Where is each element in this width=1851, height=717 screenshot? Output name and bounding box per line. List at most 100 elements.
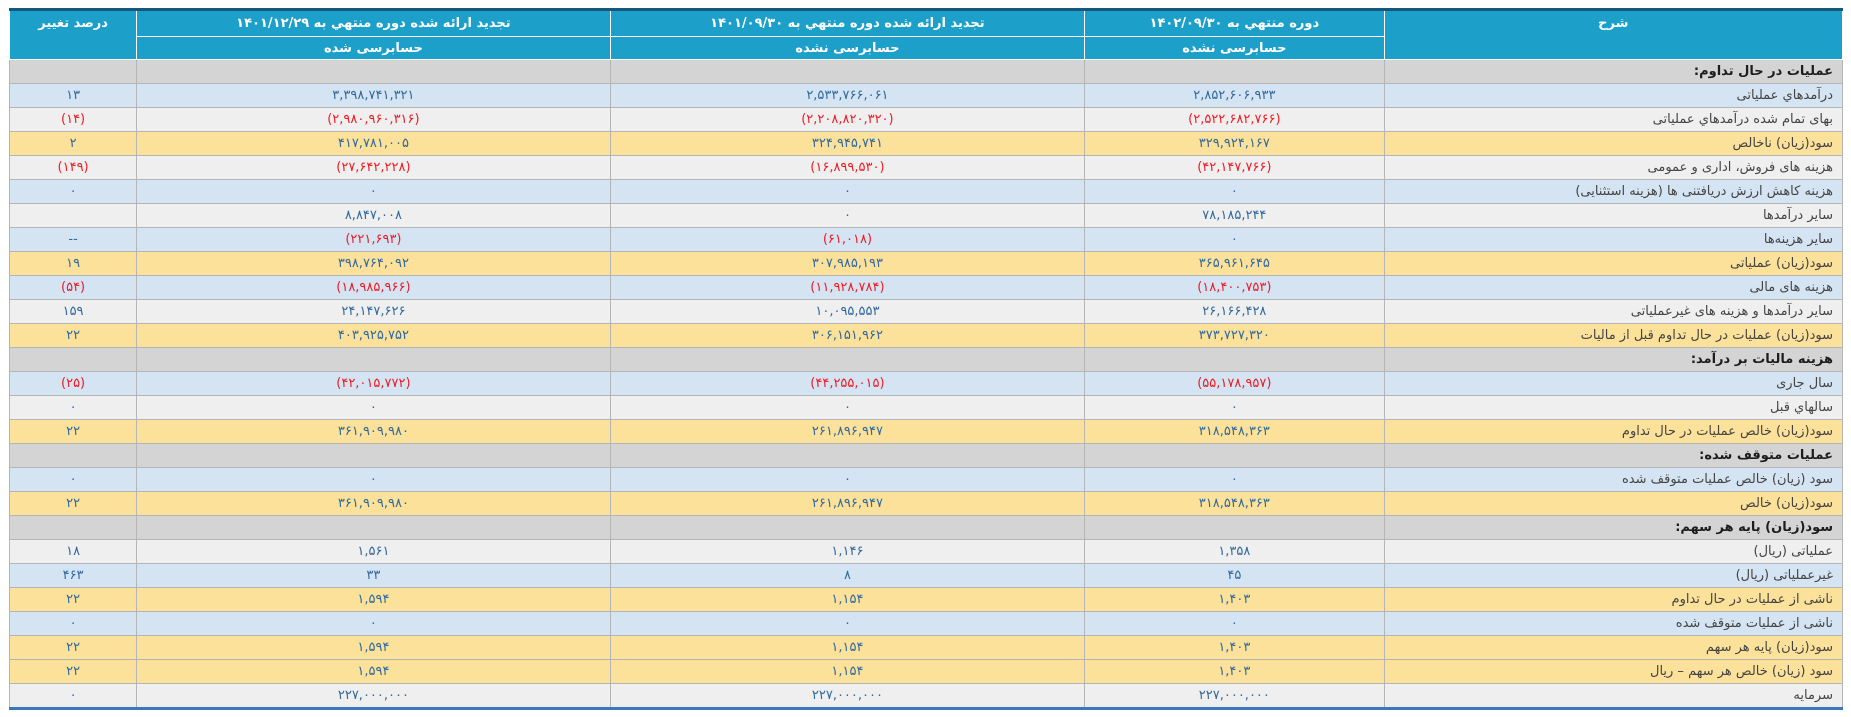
value-cell-period-1401-09-30: ۳۰۶,۱۵۱,۹۶۲ [609,323,1086,348]
table-row: سال جاری (۵۵,۱۷۸,۹۵۷) (۴۴,۲۵۵,۰۱۵) (۴۲,۰۱۵,… [8,371,1843,396]
table-row: ناشی از عملیات در حال تداوم ۱,۴۰۳ ۱,۱۵۴ ۱,۵… [8,587,1843,612]
value-cell-period-1401-09-30: ۲۶۱,۸۹۶,۹۴۷ [609,419,1086,444]
header-period-1402-09-30: دوره منتهي به ۱۴۰۲/۰۹/۳۰ [1084,9,1385,37]
row-label-cell: هزینه کاهش ارزش دریافتنی ها (هزینه استثن… [1383,179,1843,204]
header-description: شرح [1383,9,1843,60]
value-cell-period-1401-12-29: (۲۷,۶۴۲,۲۲۸) [136,155,611,180]
percent-change-cell: ۰ [8,683,138,709]
value-cell-period-1401-09-30 [609,347,1086,372]
value-cell-period-1402-09-30: ۳۱۸,۵۴۸,۳۶۳ [1084,419,1385,444]
table-row: هزینه های مالی (۱۸,۴۰۰,۷۵۳) (۱۱,۹۲۸,۷۸۴) (۱… [8,275,1843,300]
value-cell-period-1401-12-29: ۲۴,۱۴۷,۶۲۶ [136,299,611,324]
row-label-cell: عملیاتی (ریال) [1383,539,1843,564]
section-label-cell: هزینه مالیات بر درآمد: [1383,347,1843,372]
value-cell-period-1401-12-29: ۰ [136,467,611,492]
percent-change-cell: ۲۲ [8,635,138,660]
table-row: سود(زیان) خالص عملیات در حال تداوم ۳۱۸,۵۴… [8,419,1843,444]
value-cell-period-1401-09-30 [609,59,1086,84]
table-row: سود(زیان) پایه هر سهم ۱,۴۰۳ ۱,۱۵۴ ۱,۵۹۴ ۲۲ [8,635,1843,660]
row-label-cell: هزینه های مالی [1383,275,1843,300]
value-cell-period-1401-09-30: (۴۴,۲۵۵,۰۱۵) [609,371,1086,396]
value-cell-period-1402-09-30: ۳۶۵,۹۶۱,۶۴۵ [1084,251,1385,276]
value-cell-period-1401-09-30: (۱۱,۹۲۸,۷۸۴) [609,275,1086,300]
table-row: غیرعملیاتی (ریال) ۴۵ ۸ ۳۳ ۴۶۳ [8,563,1843,588]
row-label-cell: سود(زیان) پایه هر سهم [1383,635,1843,660]
table-row: سود(زیان) عملیات در حال تداوم قبل از مال… [8,323,1843,348]
value-cell-period-1402-09-30: ۳۷۳,۷۲۷,۳۲۰ [1084,323,1385,348]
percent-change-cell: ۱۳ [8,83,138,108]
percent-change-cell: ۴۶۳ [8,563,138,588]
value-cell-period-1401-12-29: ۳۳ [136,563,611,588]
value-cell-period-1401-09-30: ۱,۱۵۴ [609,659,1086,684]
row-label-cell: سایر درآمدها و هزینه های غیرعملیاتی [1383,299,1843,324]
value-cell-period-1401-09-30: ۳۰۷,۹۸۵,۱۹۳ [609,251,1086,276]
percent-change-cell: (۱۴) [8,107,138,132]
percent-change-cell: ۰ [8,179,138,204]
row-label-cell: ناشی از عملیات متوقف شده [1383,611,1843,636]
percent-change-cell [8,203,138,228]
value-cell-period-1401-09-30: ۰ [609,467,1086,492]
value-cell-period-1402-09-30: ۱,۴۰۳ [1084,659,1385,684]
table-header: شرح دوره منتهي به ۱۴۰۲/۰۹/۳۰ تجدید ارائه… [8,9,1843,60]
value-cell-period-1402-09-30: (۱۸,۴۰۰,۷۵۳) [1084,275,1385,300]
value-cell-period-1402-09-30: ۳۲۹,۹۲۴,۱۶۷ [1084,131,1385,156]
value-cell-period-1401-12-29: (۲,۹۸۰,۹۶۰,۳۱۶) [136,107,611,132]
value-cell-period-1402-09-30: ۱,۳۵۸ [1084,539,1385,564]
table-row: درآمدهاي عملیاتی ۲,۸۵۲,۶۰۶,۹۳۳ ۲,۵۳۳,۷۶۶,۰… [8,83,1843,108]
percent-change-cell: ۱۹ [8,251,138,276]
table-row: سرمایه ۲۲۷,۰۰۰,۰۰۰ ۲۲۷,۰۰۰,۰۰۰ ۲۲۷,۰۰۰,۰۰۰ ۰ [8,683,1843,709]
value-cell-period-1401-09-30: ۲۶۱,۸۹۶,۹۴۷ [609,491,1086,516]
header-row-periods: شرح دوره منتهي به ۱۴۰۲/۰۹/۳۰ تجدید ارائه… [8,9,1843,60]
table-row: عملیاتی (ریال) ۱,۳۵۸ ۱,۱۴۶ ۱,۵۶۱ ۱۸ [8,539,1843,564]
percent-change-cell [8,347,138,372]
value-cell-period-1401-12-29: ۱,۵۹۴ [136,659,611,684]
value-cell-period-1401-09-30: ۱,۱۵۴ [609,587,1086,612]
value-cell-period-1401-09-30: ۳۲۴,۹۴۵,۷۴۱ [609,131,1086,156]
row-label-cell: سایر هزینه‌ها [1383,227,1843,252]
table-row: ناشی از عملیات متوقف شده ۰ ۰ ۰ ۰ [8,611,1843,636]
value-cell-period-1402-09-30: ۳۱۸,۵۴۸,۳۶۳ [1084,491,1385,516]
value-cell-period-1401-12-29: ۰ [136,395,611,420]
value-cell-period-1402-09-30: ۲,۸۵۲,۶۰۶,۹۳۳ [1084,83,1385,108]
table-row: سایر هزینه‌ها ۰ (۶۱,۰۱۸) (۲۲۱,۶۹۳) -- [8,227,1843,252]
value-cell-period-1401-12-29: ۴۱۷,۷۸۱,۰۰۵ [136,131,611,156]
value-cell-period-1402-09-30: ۱,۴۰۳ [1084,587,1385,612]
percent-change-cell: ۲ [8,131,138,156]
table-row: سایر درآمدها و هزینه های غیرعملیاتی ۲۶,۱۶… [8,299,1843,324]
value-cell-period-1402-09-30: (۲,۵۲۲,۶۸۲,۷۶۶) [1084,107,1385,132]
percent-change-cell: ۲۲ [8,659,138,684]
value-cell-period-1402-09-30: ۲۲۷,۰۰۰,۰۰۰ [1084,683,1385,709]
row-label-cell: سود(زیان) عملیاتی [1383,251,1843,276]
table-row: سود(زیان) عملیاتی ۳۶۵,۹۶۱,۶۴۵ ۳۰۷,۹۸۵,۱۹۳ ۳… [8,251,1843,276]
value-cell-period-1402-09-30: ۰ [1084,395,1385,420]
row-label-cell: سال جاری [1383,371,1843,396]
table-row: سود(زیان) خالص ۳۱۸,۵۴۸,۳۶۳ ۲۶۱,۸۹۶,۹۴۷ ۳۶۱,… [8,491,1843,516]
value-cell-period-1401-09-30: ۰ [609,611,1086,636]
value-cell-period-1402-09-30 [1084,515,1385,540]
row-label-cell: سرمایه [1383,683,1843,709]
value-cell-period-1401-09-30: ۲,۵۳۳,۷۶۶,۰۶۱ [609,83,1086,108]
value-cell-period-1402-09-30 [1084,347,1385,372]
value-cell-period-1401-09-30: ۱,۱۵۴ [609,635,1086,660]
value-cell-period-1401-09-30: ۲۲۷,۰۰۰,۰۰۰ [609,683,1086,709]
value-cell-period-1401-12-29: ۲۲۷,۰۰۰,۰۰۰ [136,683,611,709]
percent-change-cell: ۱۵۹ [8,299,138,324]
value-cell-period-1401-12-29: ۰ [136,179,611,204]
percent-change-cell [8,59,138,84]
section-row: سود(زیان) پایه هر سهم: [8,515,1843,540]
percent-change-cell: ۲۲ [8,491,138,516]
row-label-cell: سود (زیان) خالص عملیات متوقف شده [1383,467,1843,492]
table-row: هزینه های فروش، اداری و عمومی (۴۲,۱۴۷,۷۶۶… [8,155,1843,180]
value-cell-period-1401-12-29: (۴۲,۰۱۵,۷۷۲) [136,371,611,396]
table-row: بهای تمام شده درآمدهاي عملیاتی (۲,۵۲۲,۶۸۲… [8,107,1843,132]
value-cell-period-1401-09-30: ۰ [609,395,1086,420]
income-statement-table: شرح دوره منتهي به ۱۴۰۲/۰۹/۳۰ تجدید ارائه… [8,8,1843,710]
table-row: هزینه کاهش ارزش دریافتنی ها (هزینه استثن… [8,179,1843,204]
value-cell-period-1401-12-29: ۳۶۱,۹۰۹,۹۸۰ [136,491,611,516]
row-label-cell: بهای تمام شده درآمدهاي عملیاتی [1383,107,1843,132]
value-cell-period-1401-12-29: (۲۲۱,۶۹۳) [136,227,611,252]
value-cell-period-1401-09-30: ۸ [609,563,1086,588]
value-cell-period-1402-09-30: ۲۶,۱۶۶,۴۲۸ [1084,299,1385,324]
row-label-cell: درآمدهاي عملیاتی [1383,83,1843,108]
table-row: سود(زیان) ناخالص ۳۲۹,۹۲۴,۱۶۷ ۳۲۴,۹۴۵,۷۴۱ ۴۱… [8,131,1843,156]
